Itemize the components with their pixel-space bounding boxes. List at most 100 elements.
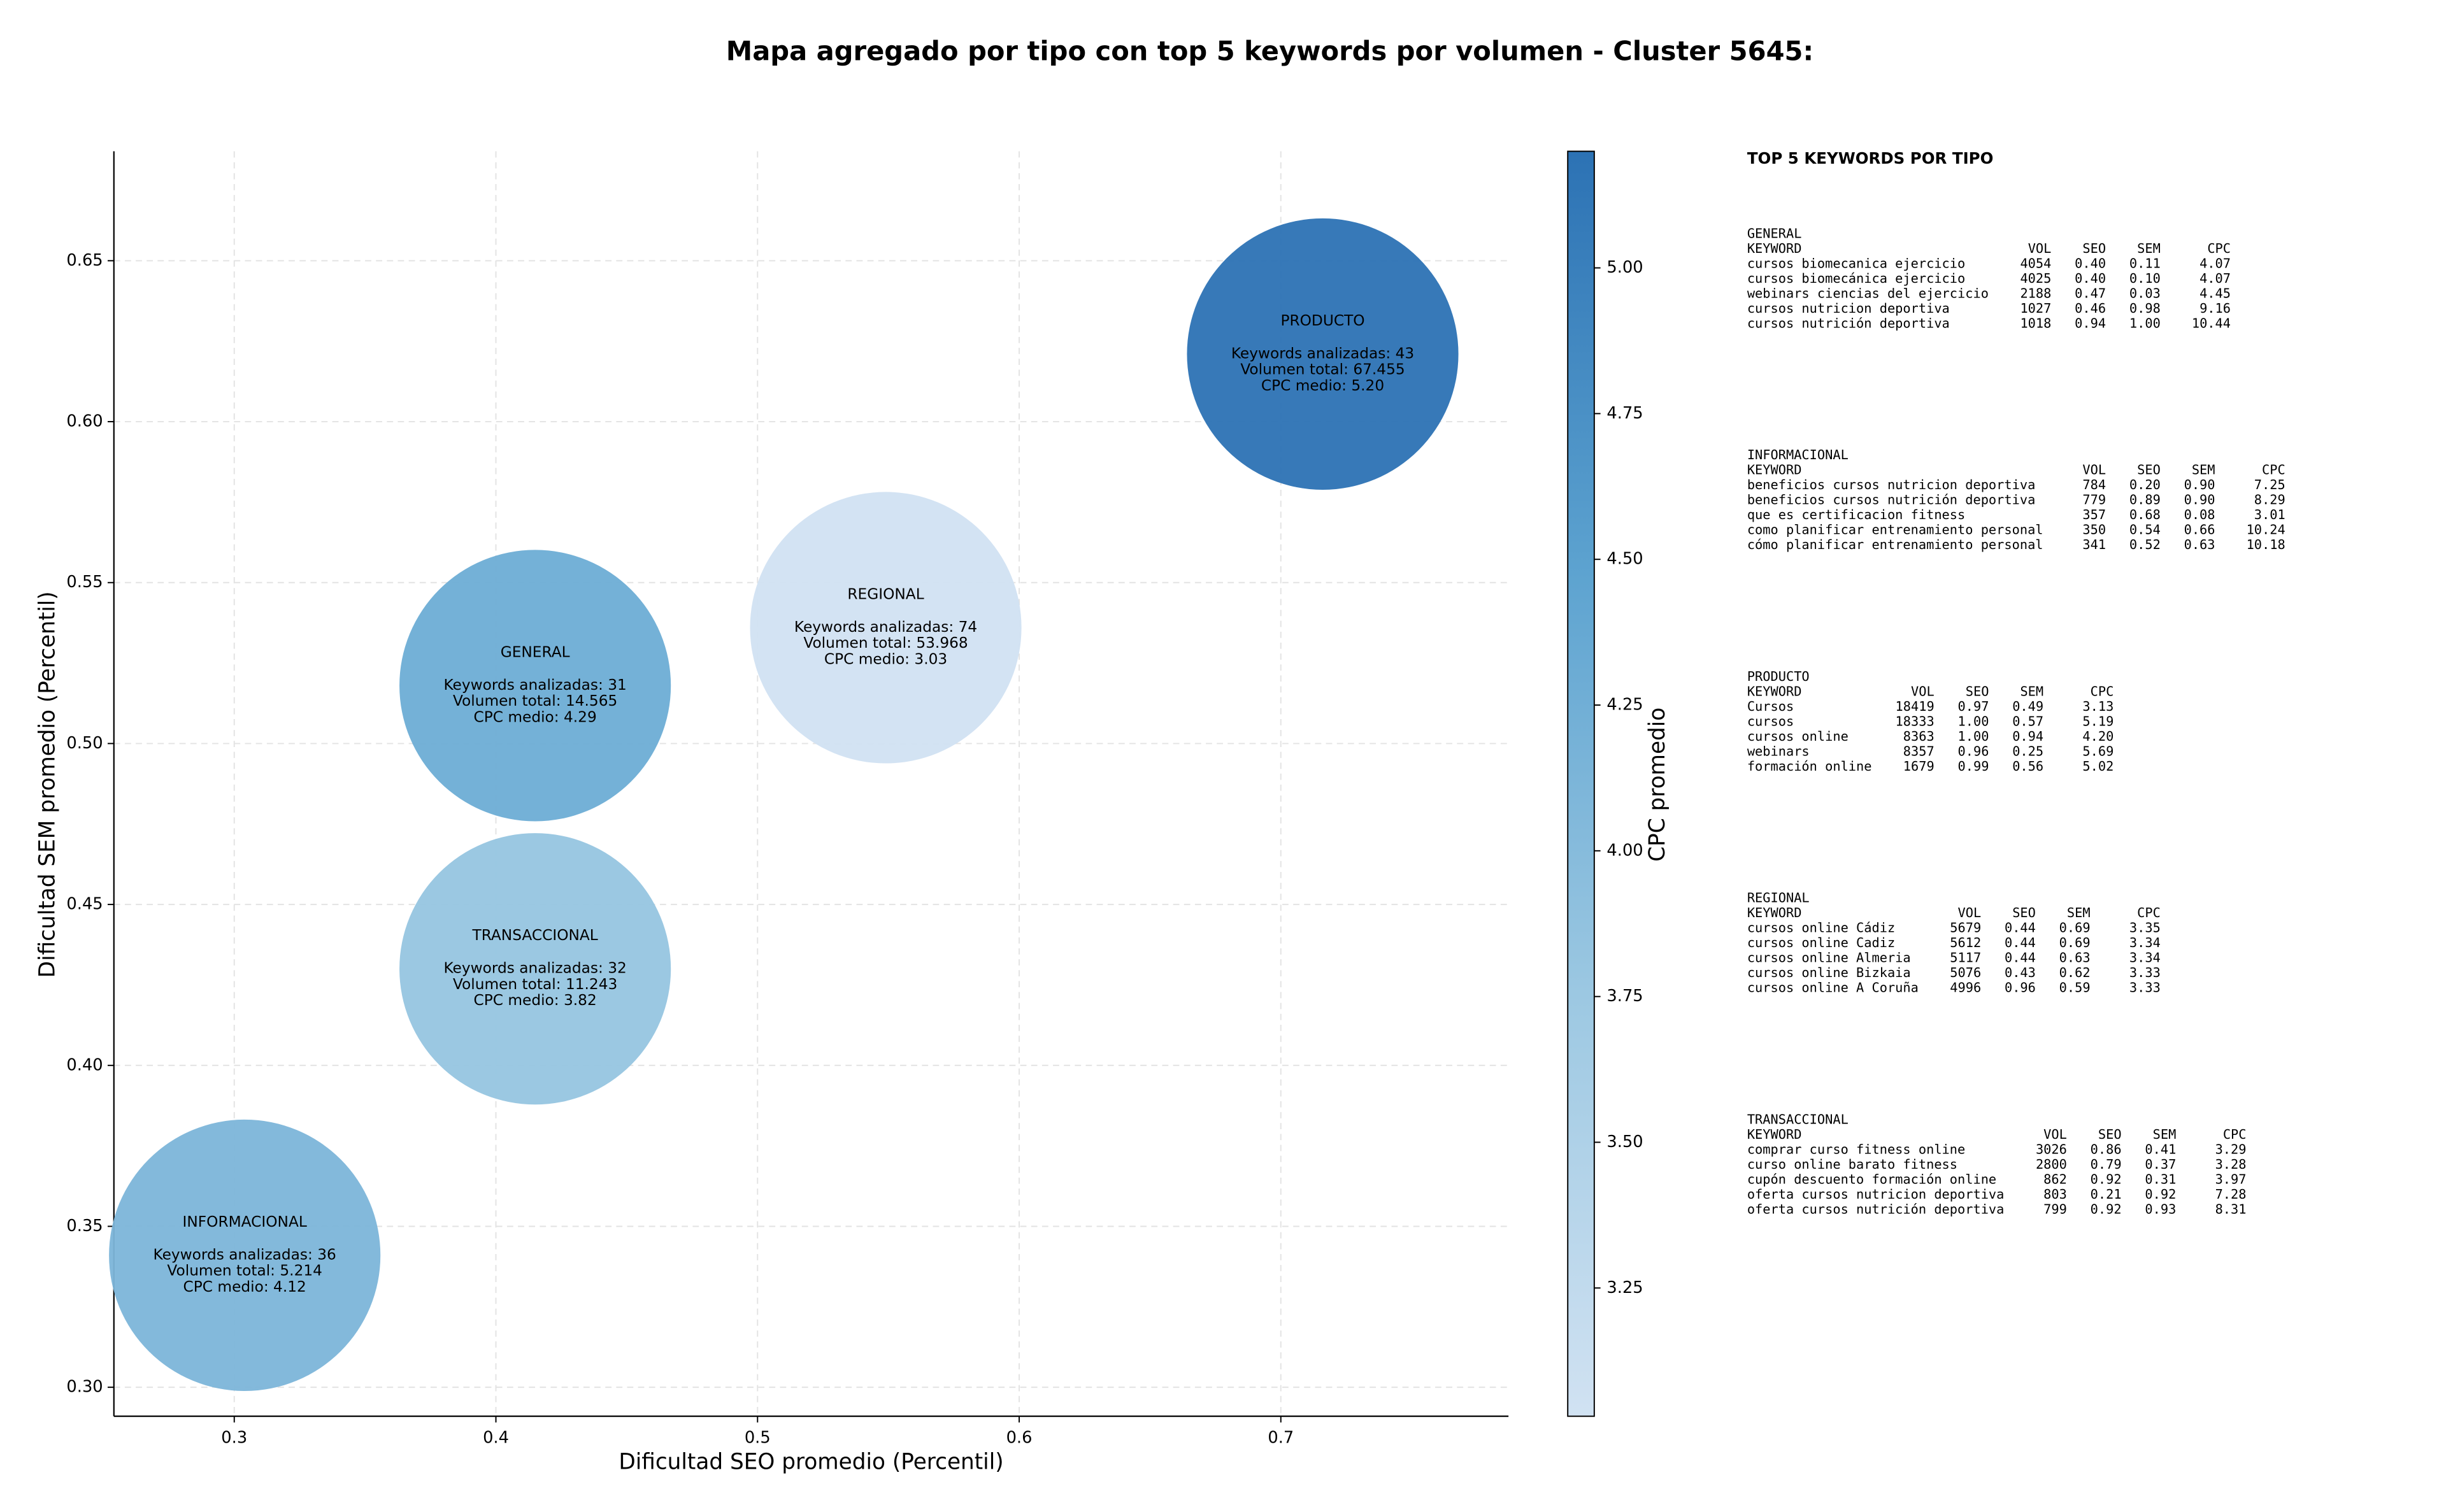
table-cell: 1027 xyxy=(2020,301,2051,316)
bubble-label: CPC medio: 4.29 xyxy=(473,708,596,725)
colorbar-tick-label: 4.00 xyxy=(1606,841,1643,860)
chart-title: Mapa agregado por tipo con top 5 keyword… xyxy=(726,35,1813,66)
table-cell: 3.33 xyxy=(2129,965,2161,980)
x-tick-label: 0.4 xyxy=(483,1428,509,1447)
colorbar-label: CPC promedio xyxy=(1645,708,1670,862)
table-cell: cursos online Bizkaia xyxy=(1747,965,1911,980)
column-header: CPC xyxy=(2137,905,2161,920)
column-header: VOL xyxy=(2043,1127,2067,1142)
bubble-label: Volumen total: 53.968 xyxy=(803,634,968,652)
table-cell: formación online xyxy=(1747,759,1872,774)
table-cell: 8363 xyxy=(1903,729,1935,744)
group-title: GENERAL xyxy=(1747,225,1802,241)
colorbar-tick-label: 3.75 xyxy=(1606,987,1643,1006)
table-cell: beneficios cursos nutricion deportiva xyxy=(1747,477,2035,492)
x-axis-label: Dificultad SEO promedio (Percentil) xyxy=(619,1450,1003,1475)
column-header: SEO xyxy=(2012,905,2036,920)
table-cell: cursos online Cadiz xyxy=(1747,935,1895,950)
table-cell: 0.94 xyxy=(2012,729,2043,744)
table-cell: 0.92 xyxy=(2145,1187,2176,1202)
table-cell: 0.63 xyxy=(2184,537,2215,552)
table-cell: que es certificacion fitness xyxy=(1747,507,1965,522)
table-cell: Cursos xyxy=(1747,699,1794,714)
table-cell: 341 xyxy=(2082,537,2106,552)
table-cell: 0.41 xyxy=(2145,1141,2176,1157)
column-header: SEO xyxy=(1966,683,1989,699)
column-header: VOL xyxy=(1957,905,1981,920)
table-cell: 4054 xyxy=(2020,255,2051,271)
column-header: SEO xyxy=(2098,1127,2122,1142)
colorbar xyxy=(1567,150,1595,1417)
table-cell: beneficios cursos nutrición deportiva xyxy=(1747,492,2035,508)
table-cell: 0.47 xyxy=(2075,285,2106,301)
table-cell: 2188 xyxy=(2020,285,2051,301)
table-cell: cursos nutrición deportiva xyxy=(1747,315,1950,331)
table-cell: cursos nutricion deportiva xyxy=(1747,301,1950,316)
bubble-name: TRANSACCIONAL xyxy=(471,927,597,944)
table-cell: cursos online Almeria xyxy=(1747,950,1911,966)
x-tick-label: 0.5 xyxy=(745,1428,771,1447)
table-cell: cursos online xyxy=(1747,729,1849,744)
group-title: TRANSACCIONAL xyxy=(1747,1111,1849,1127)
bubble-label: Keywords analizadas: 31 xyxy=(443,676,626,694)
bubble xyxy=(399,833,671,1105)
table-cell: cupón descuento formación online xyxy=(1747,1171,1996,1187)
bubble-name: INFORMACIONAL xyxy=(183,1213,307,1230)
table-cell: 3.13 xyxy=(2082,699,2113,714)
bubble-name: REGIONAL xyxy=(847,586,924,603)
table-cell: cómo planificar entrenamiento personal xyxy=(1747,537,2043,552)
column-header: CPC xyxy=(2223,1127,2247,1142)
table-cell: 1018 xyxy=(2020,315,2051,331)
table-cell: 3.33 xyxy=(2129,980,2161,995)
table-cell: 18333 xyxy=(1896,713,1935,729)
bubble-label: CPC medio: 3.03 xyxy=(824,650,947,667)
table-cell: 803 xyxy=(2043,1187,2067,1202)
table-cell: 0.40 xyxy=(2075,255,2106,271)
bubble xyxy=(399,550,671,822)
column-header: SEM xyxy=(2192,462,2215,478)
table-cell: 5076 xyxy=(1950,965,1981,980)
table-cell: 4025 xyxy=(2020,271,2051,286)
column-header: CPC xyxy=(2262,462,2285,478)
table-cell: 0.89 xyxy=(2129,492,2161,508)
column-header: SEO xyxy=(2082,241,2106,256)
table-cell: 5117 xyxy=(1950,950,1981,966)
table-cell: 0.59 xyxy=(2059,980,2091,995)
table-cell: 3026 xyxy=(2036,1141,2067,1157)
colorbar-tick-label: 4.50 xyxy=(1606,550,1643,569)
table-cell: 357 xyxy=(2082,507,2106,522)
table-cell: 799 xyxy=(2043,1201,2067,1216)
table-cell: 10.24 xyxy=(2247,522,2285,538)
table-cell: 10.18 xyxy=(2247,537,2285,552)
table-cell: 0.20 xyxy=(2129,477,2161,492)
column-header: SEM xyxy=(2153,1127,2177,1142)
table-cell: 3.97 xyxy=(2215,1171,2247,1187)
bubble-label: Keywords analizadas: 43 xyxy=(1231,345,1414,362)
table-cell: 0.96 xyxy=(2005,980,2036,995)
table-cell: 779 xyxy=(2082,492,2106,508)
table-cell: 0.40 xyxy=(2075,271,2106,286)
table-cell: 0.11 xyxy=(2129,255,2161,271)
column-header: CPC xyxy=(2207,241,2231,256)
table-cell: 0.97 xyxy=(1958,699,1989,714)
table-cell: 0.94 xyxy=(2075,315,2106,331)
x-tick-label: 0.6 xyxy=(1006,1428,1033,1447)
table-cell: 4.45 xyxy=(2199,285,2231,301)
table-cell: 3.01 xyxy=(2254,507,2285,522)
column-header: VOL xyxy=(2028,241,2052,256)
table-cell: 0.79 xyxy=(2091,1157,2122,1172)
table-cell: 8.29 xyxy=(2254,492,2285,508)
table-cell: 0.54 xyxy=(2129,522,2161,538)
table-cell: cursos biomecánica ejercicio xyxy=(1747,271,1965,286)
table-cell: 3.29 xyxy=(2215,1141,2247,1157)
colorbar-tick-label: 3.50 xyxy=(1606,1132,1643,1152)
column-header: KEYWORD xyxy=(1747,1127,1802,1142)
column-header: KEYWORD xyxy=(1747,241,1802,256)
table-cell: 0.69 xyxy=(2059,920,2091,936)
table-cell: 0.44 xyxy=(2005,920,2036,936)
table-cell: 0.49 xyxy=(2012,699,2043,714)
column-header: KEYWORD xyxy=(1747,905,1802,920)
table-cell: cursos online Cádiz xyxy=(1747,920,1895,936)
table-cell: 3.34 xyxy=(2129,950,2161,966)
table-cell: 4.07 xyxy=(2199,271,2231,286)
